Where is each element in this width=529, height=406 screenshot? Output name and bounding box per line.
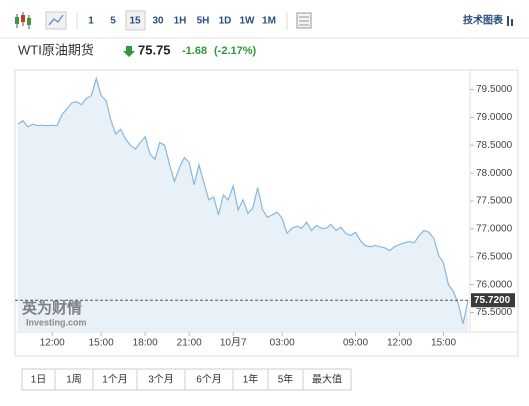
selected-interval [125,10,146,31]
x-tick-label: 18:00 [133,338,158,349]
down-arrow [123,46,135,57]
x-tick-label: 15:00 [431,338,456,349]
interval-button[interactable]: 1W [240,16,256,27]
x-tick-label: 10月7 [220,337,247,349]
area-fill [18,78,468,333]
instrument-name: WTI原油期货 [18,42,94,57]
y-tick-label: 77.5000 [476,196,513,207]
plot: 75.5000 76.0000 76.5000 77.0000 77.5000 78.00… [15,76,515,349]
table-icon[interactable] [296,12,312,29]
range-button-label[interactable]: 1周 [66,374,82,386]
candlestick-icon[interactable] [15,12,31,29]
range-button-box[interactable] [302,368,352,391]
change: -1.68 [182,45,207,57]
watermark-site: Investing.com [26,317,87,327]
y-tick-label: 78.5000 [476,140,513,151]
interval-button[interactable]: 30 [152,16,164,27]
x-tick-label: 03:00 [270,338,295,349]
last-price-label: 75.7200 [474,295,511,306]
interval-button[interactable]: 1D [219,16,232,27]
watermark: 英为财情 Investing.com [22,299,87,327]
x-tick-label: 09:00 [343,338,368,349]
y-tick-label: 76.5000 [476,251,513,262]
line-icon[interactable] [45,11,67,30]
range-button-label[interactable]: 1个月 [102,374,128,386]
range-button-label[interactable]: 5年 [278,373,294,386]
interval-button[interactable]: 15 [129,16,141,27]
y-tick-label: 75.5000 [476,307,513,318]
range-button-label[interactable]: 6个月 [196,374,222,386]
y-tick-label: 79.0000 [476,112,513,123]
last-price: 75.75 [138,42,171,57]
y-tick-label: 76.0000 [476,279,513,290]
range-button-label[interactable]: 1年 [243,373,259,386]
interval-button[interactable]: 5H [197,16,210,27]
interval-button[interactable]: 1M [262,16,276,27]
change-percent: (-2.17%) [214,45,257,57]
toolbar: 技术图表 [15,10,513,31]
price-line [17,76,469,324]
x-tick-label: 21:00 [177,338,202,349]
range-buttons: 1日 1周 1个月 3个月 6个月 1年 5年 最大值 [21,368,352,391]
x-tick-label: 12:00 [387,338,412,349]
bars-icon [507,16,513,26]
y-tick-label: 77.0000 [476,224,513,235]
interval-button[interactable]: 1 [88,16,94,27]
y-tick-label: 79.5000 [476,84,513,95]
chart-frame [14,69,519,357]
range-button-label[interactable]: 1日 [31,375,47,386]
interval-button[interactable]: 1H [174,16,187,27]
interval-button[interactable]: 5 [110,16,116,27]
range-button-label[interactable]: 3个月 [148,374,174,386]
last-price-box [471,293,515,308]
range-button-label[interactable]: 最大值 [312,373,342,386]
watermark-brand: 英为财情 [22,299,82,317]
y-tick-label: 78.0000 [476,168,513,179]
x-tick-label: 15:00 [89,338,114,349]
technical-chart-link[interactable]: 技术图表 [463,14,504,27]
x-tick-label: 12:00 [40,338,65,349]
